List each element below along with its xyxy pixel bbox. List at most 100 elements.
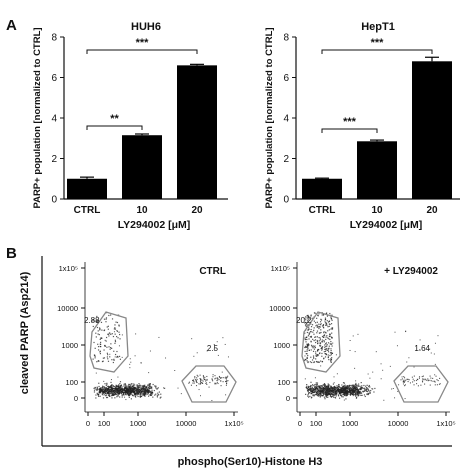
flow2-event (324, 320, 326, 322)
flow2-event (312, 347, 314, 349)
flow1-event (225, 380, 227, 383)
flow2-event (310, 315, 312, 317)
flow2-event (321, 355, 323, 357)
flow-x-label: phospho(Ser10)-Histone H3 (178, 456, 323, 468)
flow1-event (203, 378, 205, 380)
bar1-y-tick-label: 6 (51, 73, 57, 84)
flow1-event (97, 320, 99, 322)
flow2-event (323, 335, 325, 337)
flow1-event (123, 394, 125, 396)
flow2-event (308, 392, 310, 394)
flow1-event (128, 390, 131, 392)
flow2-event (330, 317, 332, 320)
flow2-event (421, 378, 424, 380)
flow2-event (310, 349, 312, 351)
flow1-event (103, 390, 105, 393)
flow2-event (317, 342, 319, 345)
flow2-event (398, 384, 400, 386)
bar2-bar-20 (412, 61, 452, 199)
flow1-event (113, 392, 115, 394)
flow2-event (369, 377, 371, 379)
flow1-event (122, 385, 124, 387)
flow2-event (345, 389, 347, 391)
flow1-event (227, 380, 229, 382)
flow1-event (157, 394, 159, 396)
flow2-event (325, 353, 327, 355)
flow1-event (103, 390, 105, 392)
flow1-event (121, 388, 124, 390)
flow1-event (149, 391, 151, 393)
flow1-event (158, 394, 160, 396)
flow2-event (324, 352, 326, 355)
flow2-event (363, 390, 365, 392)
flow1-event (111, 359, 113, 361)
flow2-event (328, 389, 330, 391)
flow2-event (355, 394, 357, 396)
flow2-event (312, 331, 314, 333)
flow1-event (201, 379, 203, 381)
flow2-event (347, 385, 349, 387)
flow2-event (325, 395, 327, 397)
flow2-event (325, 386, 328, 388)
flow1-event (108, 333, 110, 335)
flow1-event (131, 389, 133, 391)
flow1-event (150, 393, 153, 395)
flow2-event (320, 318, 322, 320)
flow2-event (326, 344, 328, 346)
flow1-event (109, 394, 111, 397)
flow2-event (316, 317, 318, 319)
flow1-event (140, 395, 142, 397)
flow2-event (374, 387, 376, 390)
flow2-event (338, 388, 340, 390)
flow2-event (310, 356, 312, 358)
flow1-event (142, 388, 144, 390)
flow2-event (356, 392, 359, 394)
flow2-event (324, 384, 326, 386)
flow1-event (215, 377, 217, 379)
flow1-event (131, 389, 134, 391)
flow1-event (217, 377, 219, 380)
flow1-event (96, 392, 98, 394)
flow2-event (329, 312, 331, 315)
flow1-event (143, 392, 145, 394)
flow2-event (308, 333, 310, 336)
flow1-event (114, 390, 116, 392)
flow2-event (327, 351, 330, 353)
flow1-event (147, 386, 149, 389)
bar2-y-tick-label: 4 (283, 114, 289, 125)
flow1-event (101, 390, 103, 392)
flow1-event (222, 381, 224, 383)
flow2-event (328, 329, 330, 331)
flow2-event (332, 396, 335, 398)
flow1-event (138, 385, 140, 387)
flow2-event (316, 330, 319, 332)
flow1-event (225, 384, 227, 386)
flow2-event (346, 390, 349, 392)
flow2-event (341, 391, 343, 394)
flow2-event (330, 392, 332, 395)
flow1-event (139, 394, 141, 396)
flow1-event (106, 392, 109, 394)
flow1-event (101, 329, 103, 331)
flow2-event (327, 383, 329, 385)
flow2-event (319, 339, 321, 341)
flow1-event (157, 392, 159, 394)
flow2-event (356, 393, 358, 395)
flow2-event (356, 386, 358, 389)
flow2-event (324, 344, 326, 346)
flow1-event (199, 383, 201, 385)
flow2-event (348, 388, 350, 390)
flow2-event (310, 387, 312, 389)
flow1-event (98, 391, 100, 394)
flow2-event (357, 392, 360, 394)
flow2-event (342, 391, 344, 393)
flow2-event (319, 337, 321, 339)
flow1-event (174, 370, 176, 372)
flow1-event (119, 382, 121, 385)
flow2-event (331, 327, 333, 329)
flow2-gate-upper-left (301, 311, 341, 373)
flow2-event (311, 361, 313, 364)
flow1-event (134, 387, 136, 389)
flow2-event (352, 385, 354, 387)
flow2-event (315, 325, 317, 327)
